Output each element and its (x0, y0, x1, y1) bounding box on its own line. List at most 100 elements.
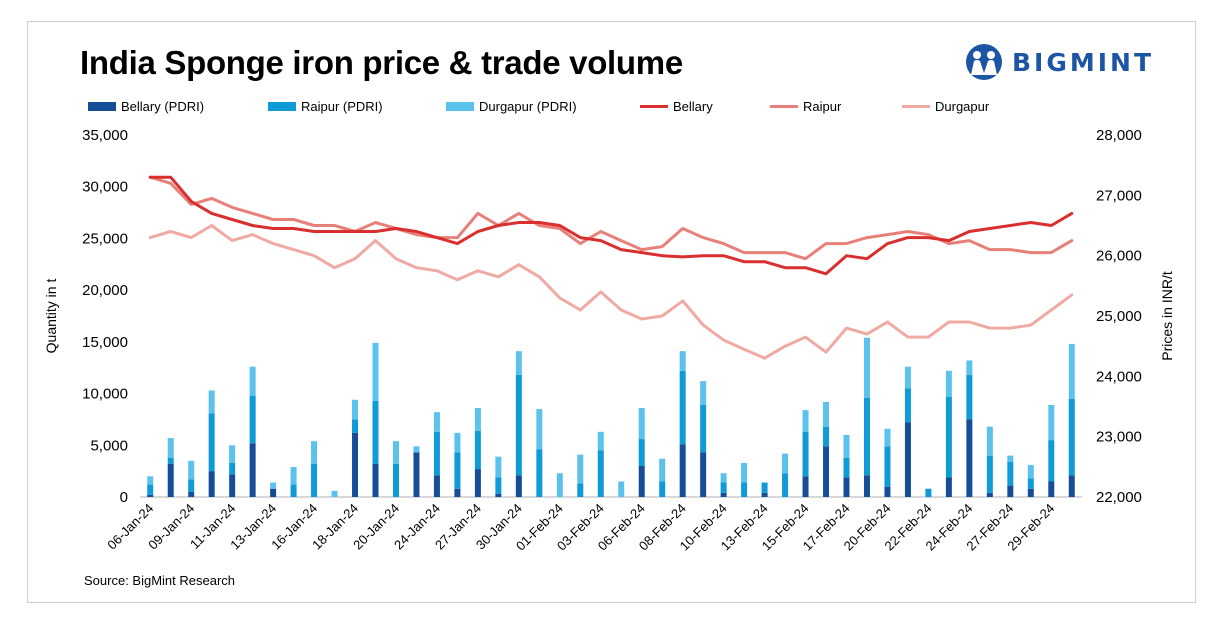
bar-bellary-pdri (904, 422, 911, 497)
bar-durgapur-pdri (945, 370, 952, 397)
legend-label: Bellary (PDRI) (121, 99, 205, 114)
bar-raipur-pdri (802, 431, 809, 477)
bar-raipur-pdri (188, 479, 195, 492)
bar-raipur-pdri (823, 426, 830, 447)
line-bellary (148, 175, 1074, 276)
legend-label: Durgapur (PDRI) (479, 99, 577, 114)
bar-raipur-pdri (372, 400, 379, 464)
bar-durgapur-pdri (659, 458, 666, 482)
bar-bellary-pdri (966, 419, 973, 497)
bar-raipur-pdri (986, 455, 993, 493)
legend-swatch (770, 105, 798, 108)
bar-raipur-pdri (454, 452, 461, 489)
bar-bellary-pdri (474, 469, 481, 497)
bar-bellary-pdri (495, 493, 502, 497)
bigmint-people-icon (966, 44, 1002, 80)
y2-tick-label: 26,000 (1096, 248, 1142, 265)
bar-raipur-pdri (290, 484, 297, 497)
bar-raipur-pdri (638, 439, 645, 466)
legend-item-bellary-pdri: Bellary (PDRI) (88, 99, 204, 114)
bar-bellary-pdri (352, 432, 359, 497)
bar-durgapur-pdri (331, 490, 338, 497)
bar-durgapur-pdri (966, 360, 973, 375)
bar-durgapur-pdri (884, 428, 891, 447)
bar-durgapur-pdri (515, 351, 522, 375)
bar-durgapur-pdri (290, 467, 297, 485)
y2-tick-label: 23,000 (1096, 429, 1142, 446)
line-durgapur (148, 224, 1074, 360)
bar-raipur-pdri (249, 395, 256, 444)
bar-durgapur-pdri (229, 445, 236, 463)
bar-durgapur-pdri (454, 432, 461, 453)
bar-raipur-pdri (597, 450, 604, 497)
bar-durgapur-pdri (843, 434, 850, 458)
bar-bellary-pdri (229, 474, 236, 497)
bar-durgapur-pdri (618, 481, 625, 497)
legend-item-bellary: Bellary (640, 99, 713, 114)
bar-durgapur-pdri (311, 441, 318, 464)
bar-durgapur-pdri (147, 476, 154, 485)
bar-raipur-pdri (229, 462, 236, 475)
bar-durgapur-pdri (188, 460, 195, 480)
bar-raipur-pdri (1027, 478, 1034, 489)
bar-durgapur-pdri (986, 426, 993, 456)
bar-bellary-pdri (863, 475, 870, 497)
bar-durgapur-pdri (597, 431, 604, 451)
y2-tick-label: 25,000 (1096, 308, 1142, 325)
bar-durgapur-pdri (413, 446, 420, 453)
bar-bellary-pdri (843, 477, 850, 497)
bar-durgapur-pdri (577, 454, 584, 484)
line-raipur (148, 175, 1074, 261)
y2-tick-label: 27,000 (1096, 187, 1142, 204)
legend-item-durgapur: Durgapur (902, 99, 989, 114)
chart-legend: Bellary (PDRI) Raipur (PDRI) Durgapur (P… (0, 99, 1232, 119)
bar-bellary-pdri (249, 443, 256, 497)
bar-bellary-pdri (413, 452, 420, 497)
bar-raipur-pdri (761, 482, 768, 493)
bar-raipur-pdri (945, 396, 952, 478)
y-axis-label: Quantity in t (43, 279, 59, 354)
bar-durgapur-pdri (249, 366, 256, 396)
bar-raipur-pdri (1007, 461, 1014, 486)
bar-raipur-pdri (495, 477, 502, 494)
bar-bellary-pdri (1027, 488, 1034, 497)
bar-durgapur-pdri (392, 441, 399, 464)
bar-bellary-pdri (1007, 485, 1014, 497)
bar-raipur-pdri (700, 404, 707, 453)
legend-label: Raipur (PDRI) (301, 99, 383, 114)
bar-bellary-pdri (1068, 475, 1075, 497)
bar-durgapur-pdri (556, 473, 563, 497)
bar-bellary-pdri (638, 465, 645, 497)
bar-bellary-pdri (208, 471, 215, 497)
bar-bellary-pdri (761, 492, 768, 497)
legend-swatch (902, 105, 930, 108)
bar-bellary-pdri (700, 452, 707, 497)
bar-raipur-pdri (208, 413, 215, 472)
y-tick-label: 25,000 (82, 230, 128, 247)
bar-raipur-pdri (515, 374, 522, 476)
bar-raipur-pdri (904, 388, 911, 423)
legend-item-durgapur-pdri: Durgapur (PDRI) (446, 99, 577, 114)
y2-axis-label: Prices in INR/t (1159, 271, 1175, 361)
bar-raipur-pdri (147, 484, 154, 495)
y-tick-label: 5,000 (90, 437, 128, 454)
bar-bellary-pdri (802, 476, 809, 497)
bar-durgapur-pdri (638, 408, 645, 440)
bar-raipur-pdri (1068, 398, 1075, 476)
bar-raipur-pdri (536, 449, 543, 497)
bar-raipur-pdri (720, 482, 727, 493)
y-tick-label: 15,000 (82, 334, 128, 351)
legend-swatch (88, 102, 116, 111)
bar-durgapur-pdri (823, 401, 830, 427)
bar-raipur-pdri (741, 482, 748, 497)
bar-durgapur-pdri (1068, 343, 1075, 399)
bar-durgapur-pdri (1048, 404, 1055, 441)
legend-swatch (640, 105, 668, 108)
y-tick-label: 35,000 (82, 127, 128, 144)
bar-bellary-pdri (167, 463, 174, 497)
legend-label: Raipur (803, 99, 842, 114)
bar-durgapur-pdri (863, 337, 870, 398)
bar-bellary-pdri (454, 488, 461, 497)
source-note: Source: BigMint Research (84, 573, 236, 588)
bar-bellary-pdri (679, 444, 686, 497)
